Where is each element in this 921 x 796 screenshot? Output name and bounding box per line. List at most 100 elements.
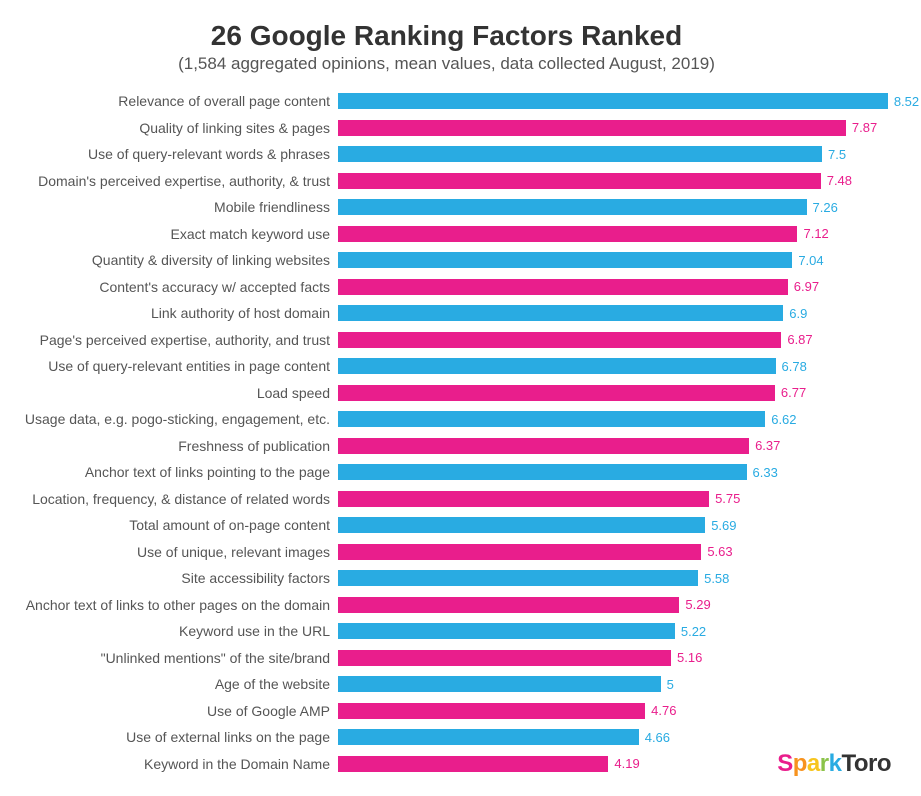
bar bbox=[338, 491, 709, 507]
bar-track: 4.66 bbox=[338, 724, 893, 751]
value-label: 6.37 bbox=[755, 438, 780, 453]
value-label: 5.22 bbox=[681, 624, 706, 639]
bar-track: 6.9 bbox=[338, 300, 893, 327]
value-label: 5.63 bbox=[707, 544, 732, 559]
row-label: Domain's perceived expertise, authority,… bbox=[0, 173, 338, 189]
bar bbox=[338, 729, 639, 745]
chart-row: Use of Google AMP4.76 bbox=[0, 698, 893, 725]
value-label: 6.62 bbox=[771, 412, 796, 427]
bar-track: 6.33 bbox=[338, 459, 893, 486]
row-label: Keyword use in the URL bbox=[0, 623, 338, 639]
chart-row: Domain's perceived expertise, authority,… bbox=[0, 168, 893, 195]
bar bbox=[338, 650, 671, 666]
value-label: 4.66 bbox=[645, 730, 670, 745]
row-label: Use of external links on the page bbox=[0, 729, 338, 745]
bar-track: 6.37 bbox=[338, 433, 893, 460]
bar-track: 7.48 bbox=[338, 168, 893, 195]
value-label: 7.87 bbox=[852, 120, 877, 135]
row-label: Total amount of on-page content bbox=[0, 517, 338, 533]
bar bbox=[338, 756, 608, 772]
row-label: Location, frequency, & distance of relat… bbox=[0, 491, 338, 507]
value-label: 7.12 bbox=[803, 226, 828, 241]
bar bbox=[338, 703, 645, 719]
value-label: 6.97 bbox=[794, 279, 819, 294]
bar bbox=[338, 226, 797, 242]
bar bbox=[338, 173, 821, 189]
bar bbox=[338, 385, 775, 401]
row-label: Anchor text of links pointing to the pag… bbox=[0, 464, 338, 480]
bar-track: 6.62 bbox=[338, 406, 893, 433]
chart-row: Content's accuracy w/ accepted facts6.97 bbox=[0, 274, 893, 301]
bar-track: 6.97 bbox=[338, 274, 893, 301]
chart-row: Use of unique, relevant images 5.63 bbox=[0, 539, 893, 566]
chart-row: Location, frequency, & distance of relat… bbox=[0, 486, 893, 513]
row-label: Use of query-relevant entities in page c… bbox=[0, 358, 338, 374]
bar bbox=[338, 279, 788, 295]
value-label: 8.52 bbox=[894, 94, 919, 109]
row-label: Use of unique, relevant images bbox=[0, 544, 338, 560]
value-label: 4.19 bbox=[614, 756, 639, 771]
chart-row: Use of external links on the page 4.66 bbox=[0, 724, 893, 751]
value-label: 6.87 bbox=[787, 332, 812, 347]
value-label: 5.75 bbox=[715, 491, 740, 506]
bar-track: 5.29 bbox=[338, 592, 893, 619]
bar bbox=[338, 438, 749, 454]
bar bbox=[338, 544, 701, 560]
row-label: Keyword in the Domain Name bbox=[0, 756, 338, 772]
value-label: 7.48 bbox=[827, 173, 852, 188]
row-label: Mobile friendliness bbox=[0, 199, 338, 215]
value-label: 6.78 bbox=[782, 359, 807, 374]
chart-row: Mobile friendliness7.26 bbox=[0, 194, 893, 221]
bar bbox=[338, 252, 792, 268]
bar bbox=[338, 93, 888, 109]
value-label: 5.29 bbox=[685, 597, 710, 612]
row-label: Link authority of host domain bbox=[0, 305, 338, 321]
chart-row: Keyword in the Domain Name 4.19 bbox=[0, 751, 893, 778]
bar bbox=[338, 146, 822, 162]
chart-row: Site accessibility factors5.58 bbox=[0, 565, 893, 592]
bar-track: 6.78 bbox=[338, 353, 893, 380]
value-label: 6.9 bbox=[789, 306, 807, 321]
chart-row: Freshness of publication6.37 bbox=[0, 433, 893, 460]
bar-track: 7.5 bbox=[338, 141, 893, 168]
bar bbox=[338, 120, 846, 136]
bar bbox=[338, 597, 679, 613]
value-label: 7.04 bbox=[798, 253, 823, 268]
chart-row: Page's perceived expertise, authority, a… bbox=[0, 327, 893, 354]
bar-track: 7.04 bbox=[338, 247, 893, 274]
value-label: 6.77 bbox=[781, 385, 806, 400]
chart-row: Exact match keyword use7.12 bbox=[0, 221, 893, 248]
bar bbox=[338, 570, 698, 586]
row-label: Quantity & diversity of linking websites bbox=[0, 252, 338, 268]
row-label: Page's perceived expertise, authority, a… bbox=[0, 332, 338, 348]
row-label: Age of the website bbox=[0, 676, 338, 692]
chart-row: Total amount of on-page content5.69 bbox=[0, 512, 893, 539]
chart-row: Relevance of overall page content8.52 bbox=[0, 88, 893, 115]
value-label: 5.16 bbox=[677, 650, 702, 665]
chart-row: Keyword use in the URL 5.22 bbox=[0, 618, 893, 645]
bar-track: 6.87 bbox=[338, 327, 893, 354]
bar-track: 5.69 bbox=[338, 512, 893, 539]
bar-track: 7.12 bbox=[338, 221, 893, 248]
row-label: Site accessibility factors bbox=[0, 570, 338, 586]
bar-track: 6.77 bbox=[338, 380, 893, 407]
bar-track: 5.22 bbox=[338, 618, 893, 645]
bar bbox=[338, 358, 776, 374]
chart-row: Age of the website5 bbox=[0, 671, 893, 698]
value-label: 6.33 bbox=[753, 465, 778, 480]
chart-row: Quantity & diversity of linking websites… bbox=[0, 247, 893, 274]
bar bbox=[338, 676, 661, 692]
bar bbox=[338, 517, 705, 533]
bar bbox=[338, 332, 781, 348]
bar-track: 5.58 bbox=[338, 565, 893, 592]
bar bbox=[338, 305, 783, 321]
row-label: Load speed bbox=[0, 385, 338, 401]
bar-track: 7.87 bbox=[338, 115, 893, 142]
value-label: 7.5 bbox=[828, 147, 846, 162]
bar-track: 8.52 bbox=[338, 88, 893, 115]
bar-track: 5.75 bbox=[338, 486, 893, 513]
chart-row: Link authority of host domain 6.9 bbox=[0, 300, 893, 327]
row-label: Relevance of overall page content bbox=[0, 93, 338, 109]
ranking-factors-chart: 26 Google Ranking Factors Ranked (1,584 … bbox=[0, 0, 921, 777]
bar-track: 5 bbox=[338, 671, 893, 698]
